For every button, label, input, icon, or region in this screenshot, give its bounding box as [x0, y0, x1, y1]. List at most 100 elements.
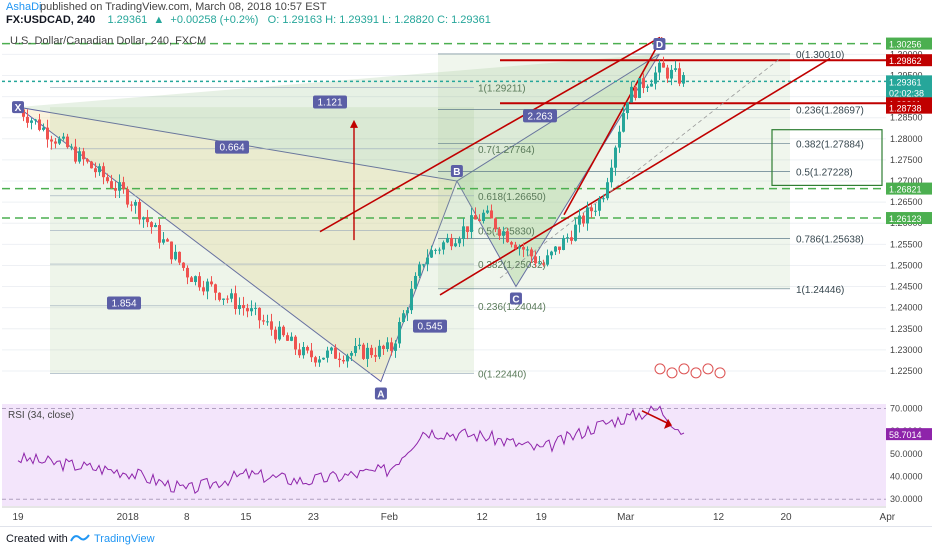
candle-body: [518, 246, 521, 249]
event-flag-icon[interactable]: [690, 367, 702, 379]
candle-body: [378, 345, 381, 357]
candle-body: [374, 355, 377, 357]
candle-body: [394, 343, 397, 351]
time-axis-tick: Apr: [880, 512, 896, 523]
candle-body: [682, 75, 685, 84]
rsi-tag-bg: [886, 428, 932, 441]
price-tag: 1.28738: [886, 101, 932, 114]
price-axis-tick: 1.28500: [890, 113, 923, 123]
time-axis: 19 2018 8 15 23 Feb 12 19 Mar 12 20 Apr: [2, 506, 896, 523]
time-axis-tick: 19: [536, 512, 548, 523]
fib-right-label: 1(1.24446): [796, 285, 844, 296]
rsi-tag-text: 58.7014: [889, 430, 922, 440]
price-tag-text: 1.28738: [889, 104, 922, 114]
price-axis-tick: 1.25000: [890, 260, 923, 270]
candle-body: [190, 277, 193, 282]
candle-body: [118, 182, 121, 191]
candle-body: [294, 336, 297, 350]
candle-body: [114, 188, 117, 191]
candle-body: [338, 358, 341, 361]
candle-body: [98, 166, 101, 173]
price-axis-tick: 1.27500: [890, 155, 923, 165]
ratio-badge-bg: [215, 140, 249, 154]
candle-body: [38, 119, 41, 130]
pattern-point-c: C: [509, 292, 522, 306]
candle-body: [154, 225, 157, 228]
pattern-xbd-fill: [18, 53, 660, 182]
price-tag-bg: [886, 101, 932, 114]
candle-body: [602, 198, 605, 200]
pattern-point-label: A: [377, 390, 384, 401]
price-tag: 1.30256: [886, 37, 932, 50]
pattern-ratio-badge: 1.121: [313, 95, 347, 109]
candle-body: [346, 355, 349, 362]
event-flag-icon[interactable]: [702, 363, 714, 375]
author-link[interactable]: AshaDi: [6, 1, 42, 13]
candle-body: [370, 347, 373, 356]
ratio-badge-bg: [523, 109, 557, 123]
ratio-badge-bg: [107, 296, 141, 310]
symbol-name[interactable]: FX:USDCAD, 240: [6, 14, 96, 26]
tradingview-link[interactable]: TradingView: [94, 533, 155, 545]
event-flag-icon[interactable]: [654, 363, 666, 375]
candle-body: [450, 237, 453, 247]
candle-body: [638, 78, 641, 98]
price-tag-text: 1.29361: [889, 77, 922, 87]
fib-mid-label: 0.618(1.26650): [478, 192, 546, 203]
candle-body: [362, 344, 365, 359]
candle-body: [390, 342, 393, 351]
candle-body: [438, 249, 441, 251]
pattern-point-marker: [509, 292, 522, 305]
candle-body: [58, 138, 61, 144]
pattern-ratio-badge: 0.664: [215, 140, 249, 154]
price-axis-tick: 1.22500: [890, 366, 923, 376]
time-axis-tick: 2018: [117, 512, 140, 523]
fib-mid-label: 0(1.22440): [478, 370, 526, 381]
candle-body: [222, 298, 225, 300]
candle-body: [198, 276, 201, 288]
pattern-point-marker: [653, 37, 666, 50]
candle-body: [670, 69, 673, 79]
candle-body: [386, 342, 389, 349]
price-tag-text: 1.29862: [889, 56, 922, 66]
candle-body: [210, 281, 213, 285]
time-axis-tick: 12: [713, 512, 725, 523]
candle-body: [30, 120, 33, 123]
fib-mid-label: 1(1.29211): [478, 84, 526, 95]
candle-body: [230, 293, 233, 299]
rsi-pane[interactable]: [2, 404, 886, 506]
time-axis-tick: Feb: [381, 512, 399, 523]
candle-body: [110, 181, 113, 189]
price-axis-tick: 1.24000: [890, 303, 923, 313]
candle-body: [406, 310, 409, 314]
candle-body: [94, 168, 97, 173]
ratio-badge-text: 0.664: [219, 143, 244, 154]
event-flag-icon[interactable]: [714, 367, 726, 379]
candle-body: [62, 136, 65, 139]
candle-body: [358, 344, 361, 346]
time-axis-tick: 19: [12, 512, 24, 523]
candle-body: [678, 68, 681, 84]
candle-body: [122, 182, 125, 190]
price-tag-text: 1.26123: [889, 214, 922, 224]
target-zone-box: [771, 129, 883, 186]
time-axis-tick: Mar: [617, 512, 635, 523]
candle-body: [270, 321, 273, 330]
event-flag-icon[interactable]: [666, 367, 678, 379]
footer: Created with TradingView: [0, 526, 932, 551]
price-tag: 02:02:38: [886, 86, 932, 99]
candle-body: [66, 136, 69, 148]
candle-body: [506, 231, 509, 243]
ratio-badge-text: 1.854: [111, 298, 136, 309]
candle-body: [646, 86, 649, 88]
chart-canvas[interactable]: 1(1.29211) 0.7(1.27764) 0.618(1.26650) 0.5(…: [0, 30, 932, 526]
candle-body: [558, 246, 561, 250]
fib-right-label: 0.236(1.28697): [796, 105, 864, 116]
ratio-badge-text: 2.263: [527, 111, 552, 122]
candle-body: [194, 276, 197, 282]
event-flag-icon[interactable]: [678, 363, 690, 375]
price-tag: 1.26123: [886, 212, 932, 225]
fib-zone-left: [50, 107, 474, 374]
candle-body: [442, 242, 445, 250]
